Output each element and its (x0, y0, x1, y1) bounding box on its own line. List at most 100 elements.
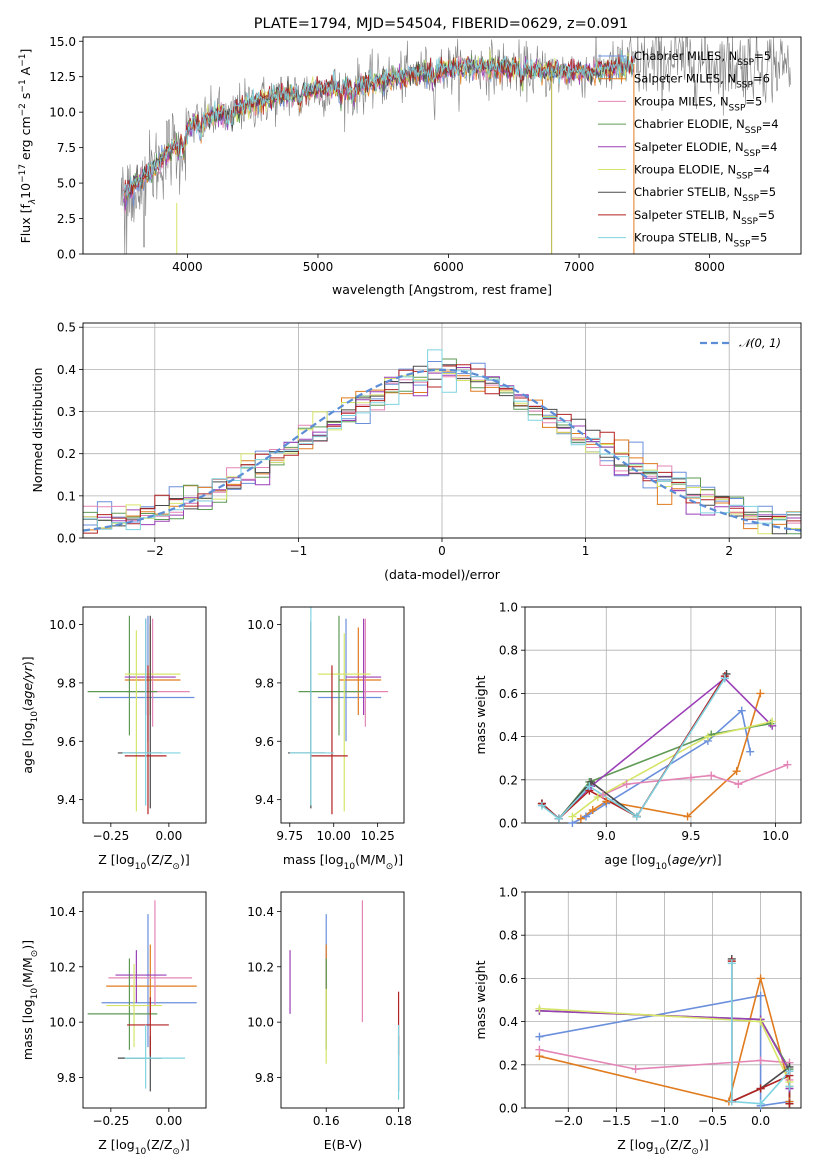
y-tick-label: 0.2 (57, 447, 76, 461)
y-tick-label: 9.8 (255, 676, 274, 690)
data-point-marker (756, 991, 765, 1000)
y-tick-label: 0.0 (499, 1102, 518, 1116)
series-line (541, 677, 726, 820)
y-tick-label: 0.8 (499, 644, 518, 658)
y-axis-label-part: −1 (18, 54, 28, 67)
y-tick-label: 0.2 (499, 773, 518, 787)
y-tick-label: 7.5 (57, 141, 76, 155)
y-tick-label: 0.1 (57, 489, 76, 503)
data-point-marker (756, 1099, 765, 1108)
y-tick-label: 9.8 (57, 1071, 76, 1085)
x-tick-label: 0.16 (313, 1114, 340, 1128)
x-tick-label: 0.0 (751, 1114, 770, 1128)
y-axis-label: mass weight (473, 960, 488, 1039)
data-point-marker (632, 812, 641, 821)
y-tick-label: 9.4 (255, 793, 274, 807)
y-tick-label: 5.0 (57, 177, 76, 191)
y-tick-label: 10.0 (49, 618, 76, 632)
x-tick-label: 5000 (303, 260, 334, 274)
data-point-marker (537, 801, 546, 810)
y-axis-label-part: s (18, 93, 33, 104)
x-axis-label-part: 10 (656, 862, 668, 872)
normal-curve (83, 368, 801, 532)
series-line (571, 720, 773, 818)
legend-label-part: Chabrier ELODIE, N (634, 117, 745, 131)
x-axis-label-part: )] (393, 852, 403, 867)
y-tick-label: 9.6 (57, 735, 76, 749)
x-tick-label: −0.25 (92, 1114, 129, 1128)
mass-vs-EBV-plot-area (289, 900, 400, 1100)
x-axis-label-part: ⊙ (691, 1147, 699, 1157)
x-tick-label: −0.25 (92, 829, 129, 843)
y-axis-label: age [log10(age/yr)] (20, 656, 40, 773)
y-axis-label: mass [log10(M/M⊙)] (20, 940, 40, 1060)
y-tick-label: 9.6 (255, 735, 274, 749)
x-axis-label: mass [log10(M/M⊙)] (283, 852, 403, 872)
y-tick-label: 0.4 (499, 730, 518, 744)
data-point-marker (785, 1099, 794, 1108)
x-axis-label-part: Z [log (617, 1137, 653, 1152)
legend-label-part: SSP (745, 126, 762, 136)
y-axis-label-part: A (18, 66, 33, 79)
x-axis-label-part: )] (180, 852, 190, 867)
data-point-marker (756, 974, 765, 983)
x-axis-label-part: 10 (135, 862, 147, 872)
legend-label: Chabrier MILES, NSSP=5 (634, 49, 771, 68)
data-point-marker (683, 812, 692, 821)
x-axis-label-part: (M/M (355, 852, 386, 867)
x-tick-label: −1.0 (650, 1114, 679, 1128)
x-axis-label-part: (Z/Z (146, 1137, 172, 1152)
x-axis-label-part: age [log (604, 852, 655, 867)
data-point-marker (581, 812, 590, 821)
y-axis-label: Normed distribution (30, 368, 45, 493)
legend-label-part: SSP (736, 172, 753, 182)
y-axis-label: mass weight (473, 675, 488, 754)
data-point-marker (756, 1056, 765, 1065)
y-tick-label: 1.0 (499, 601, 518, 615)
y-tick-label: 0.0 (57, 248, 76, 262)
data-point-marker (734, 780, 743, 789)
legend-label-part: =6 (753, 72, 770, 86)
x-axis-label: age [log10(age/yr)] (604, 852, 721, 872)
x-axis-label-part: mass [log (283, 852, 344, 867)
x-axis-label: Z [log10(Z/Z⊙)] (98, 852, 189, 872)
series-line (602, 763, 788, 796)
data-point-marker (785, 1082, 794, 1091)
legend-label: Kroupa ELODIE, NSSP=4 (634, 163, 770, 182)
y-axis-label-part: −2 (18, 103, 28, 116)
x-axis-label-part: )] (712, 852, 722, 867)
axes-frame (280, 606, 405, 824)
x-axis-label-part: Z [log (98, 852, 134, 867)
y-axis-label-part: ⊙ (30, 950, 40, 958)
legend-label: 𝒩(0, 1) (739, 336, 781, 350)
x-tick-label: 8000 (694, 260, 725, 274)
y-tick-label: 0.0 (57, 532, 76, 546)
x-tick-label: −2 (146, 544, 164, 558)
y-tick-label: 10.4 (49, 905, 76, 919)
histogram-step (83, 349, 801, 531)
massweight-vs-age-panel: 9.0 9.5 10.0 0.0 0.2 0.4 0.6 0.8 1.0 (499, 601, 802, 843)
legend-label: Salpeter STELIB, NSSP=5 (634, 208, 775, 227)
y-tick-label: 10.0 (49, 1016, 76, 1030)
data-point-marker (535, 1045, 544, 1054)
x-tick-label: 7000 (564, 260, 595, 274)
axes-frame (524, 606, 802, 824)
legend-label: Kroupa MILES, NSSP=5 (634, 94, 762, 113)
legend-label-part: SSP (736, 81, 753, 91)
x-axis-label: Z [log10(Z/Z⊙)] (617, 1137, 708, 1157)
data-point-marker (598, 790, 607, 799)
legend-label-part: =5 (750, 231, 767, 245)
legend-label-part: =4 (753, 163, 770, 177)
y-tick-label: 0.8 (499, 929, 518, 943)
x-tick-label: 4000 (172, 260, 203, 274)
data-point-marker (588, 806, 597, 815)
data-point-marker (602, 797, 611, 806)
x-tick-label: 10.00 (317, 829, 351, 843)
data-point-marker (737, 706, 746, 715)
x-axis-label: wavelength [Angstrom, rest frame] (332, 282, 552, 297)
x-tick-label: 2 (725, 544, 733, 558)
y-tick-label: 0.0 (499, 817, 518, 831)
age-vs-mass-panel: 9.75 10.00 10.25 9.4 9.6 9.8 10.0 (247, 606, 405, 843)
legend-label-part: Chabrier MILES, N (634, 49, 737, 63)
age-vs-mass-plot-area (288, 607, 389, 815)
